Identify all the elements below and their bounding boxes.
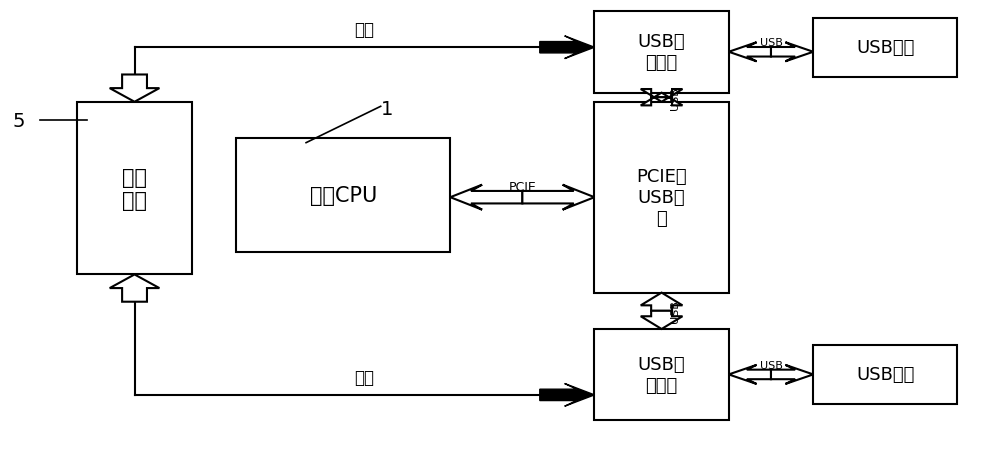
Text: PCIE: PCIE xyxy=(509,180,536,193)
Polygon shape xyxy=(540,384,594,406)
Polygon shape xyxy=(110,75,159,102)
Bar xyxy=(77,102,192,275)
Text: 飞腾CPU: 飞腾CPU xyxy=(310,185,377,206)
Polygon shape xyxy=(729,43,771,62)
Text: USB切
换芯片: USB切 换芯片 xyxy=(638,355,685,394)
Bar xyxy=(594,12,729,94)
Polygon shape xyxy=(641,293,682,311)
Polygon shape xyxy=(771,43,813,62)
Bar xyxy=(594,329,729,420)
Text: 信号: 信号 xyxy=(355,368,375,386)
Text: USB: USB xyxy=(760,38,782,48)
Text: PCIE转
USB芯
片: PCIE转 USB芯 片 xyxy=(636,168,687,228)
Polygon shape xyxy=(641,94,682,106)
Text: 信号: 信号 xyxy=(355,21,375,39)
Text: 1: 1 xyxy=(381,100,393,119)
Polygon shape xyxy=(522,185,594,210)
Text: 控制
芯片: 控制 芯片 xyxy=(122,167,147,210)
Polygon shape xyxy=(540,37,594,60)
Text: USB: USB xyxy=(670,300,680,323)
Polygon shape xyxy=(110,275,159,302)
Polygon shape xyxy=(729,365,771,384)
Text: 5: 5 xyxy=(13,112,25,130)
Text: USB切
换芯片: USB切 换芯片 xyxy=(638,34,685,72)
Text: USB: USB xyxy=(670,87,680,109)
Text: USB接口: USB接口 xyxy=(856,39,915,57)
Bar xyxy=(594,102,729,293)
Bar xyxy=(236,139,450,252)
Polygon shape xyxy=(641,311,682,329)
Polygon shape xyxy=(771,365,813,384)
Text: USB: USB xyxy=(760,360,782,370)
Polygon shape xyxy=(641,90,682,102)
Bar xyxy=(813,19,957,78)
Polygon shape xyxy=(450,185,522,210)
Text: USB接口: USB接口 xyxy=(856,366,915,384)
Bar xyxy=(813,345,957,404)
